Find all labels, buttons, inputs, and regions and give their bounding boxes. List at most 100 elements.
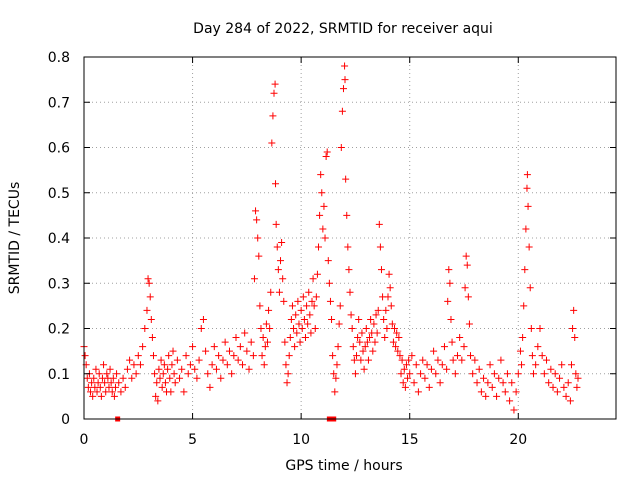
data-point xyxy=(349,343,357,351)
data-point xyxy=(414,388,422,396)
data-point xyxy=(324,257,332,265)
data-point xyxy=(366,334,374,342)
data-point xyxy=(475,365,483,373)
data-point xyxy=(404,374,412,382)
data-point xyxy=(153,379,161,387)
data-point xyxy=(322,153,330,161)
data-point xyxy=(545,379,553,387)
data-point xyxy=(260,361,268,369)
data-point xyxy=(461,284,469,292)
data-point xyxy=(438,361,446,369)
data-point xyxy=(412,361,420,369)
data-point xyxy=(310,302,318,310)
x-tick-label: 10 xyxy=(292,432,310,448)
data-point xyxy=(501,388,509,396)
data-point xyxy=(572,370,580,378)
data-point xyxy=(160,361,168,369)
data-point xyxy=(274,266,282,274)
data-point xyxy=(312,293,320,301)
data-point xyxy=(402,361,410,369)
data-point xyxy=(245,365,253,373)
data-point xyxy=(306,311,314,319)
data-point xyxy=(305,288,313,296)
data-point xyxy=(208,361,216,369)
data-point xyxy=(367,315,375,323)
data-point xyxy=(295,320,303,328)
data-point xyxy=(83,374,91,382)
data-point xyxy=(423,361,431,369)
data-point xyxy=(189,343,197,351)
data-point xyxy=(522,225,530,233)
data-point xyxy=(393,329,401,337)
data-point xyxy=(395,334,403,342)
data-point xyxy=(273,243,281,251)
data-point xyxy=(257,325,265,332)
data-point xyxy=(97,392,105,400)
data-point xyxy=(341,62,349,70)
data-point xyxy=(528,352,536,360)
y-tick-label: 0.6 xyxy=(48,141,70,157)
data-point xyxy=(93,388,101,396)
data-point xyxy=(354,334,362,342)
data-point xyxy=(261,343,269,351)
data-point xyxy=(280,297,288,305)
data-point xyxy=(262,320,270,328)
data-point xyxy=(228,370,236,378)
data-point xyxy=(547,365,555,373)
data-point xyxy=(571,334,579,342)
data-point xyxy=(460,343,468,351)
data-point xyxy=(293,329,301,337)
data-point xyxy=(287,315,295,323)
data-point xyxy=(225,347,233,355)
data-point xyxy=(329,352,337,360)
data-point xyxy=(300,315,308,323)
data-point xyxy=(482,392,490,400)
data-point xyxy=(521,266,529,274)
data-point xyxy=(291,343,299,351)
data-point xyxy=(92,365,100,373)
data-point xyxy=(298,325,306,332)
data-point xyxy=(110,392,118,400)
data-point xyxy=(427,365,435,373)
data-point xyxy=(389,338,397,346)
data-point xyxy=(508,379,516,387)
data-point xyxy=(241,329,249,337)
data-point xyxy=(361,343,369,351)
data-point xyxy=(444,297,452,305)
data-point xyxy=(463,261,471,269)
data-point xyxy=(370,320,378,328)
y-tick-label: 0.5 xyxy=(48,186,70,202)
data-point xyxy=(254,234,262,242)
data-point xyxy=(193,374,201,382)
data-point xyxy=(103,370,111,378)
y-tick-label: 0.4 xyxy=(48,231,70,247)
x-axis-label: GPS time / hours xyxy=(285,458,402,474)
data-point xyxy=(394,347,402,355)
data-point xyxy=(356,338,364,346)
data-point xyxy=(358,329,366,337)
data-point xyxy=(536,325,544,332)
x-tick-label: 15 xyxy=(401,432,419,448)
data-point xyxy=(210,343,218,351)
data-point xyxy=(232,334,240,342)
data-point xyxy=(176,374,184,382)
data-point xyxy=(101,379,109,387)
data-point xyxy=(206,383,214,391)
data-point xyxy=(538,352,546,360)
data-point xyxy=(132,370,140,378)
data-point xyxy=(313,270,321,278)
data-point xyxy=(180,388,188,396)
data-point xyxy=(252,207,260,215)
data-point xyxy=(294,297,302,305)
data-point xyxy=(199,315,207,323)
data-point xyxy=(320,202,328,210)
data-point xyxy=(562,392,570,400)
data-point xyxy=(325,279,333,287)
data-point xyxy=(477,388,485,396)
data-point xyxy=(523,171,531,179)
y-tick-label: 0 xyxy=(61,412,70,428)
data-point xyxy=(168,361,176,369)
data-point xyxy=(520,302,528,310)
